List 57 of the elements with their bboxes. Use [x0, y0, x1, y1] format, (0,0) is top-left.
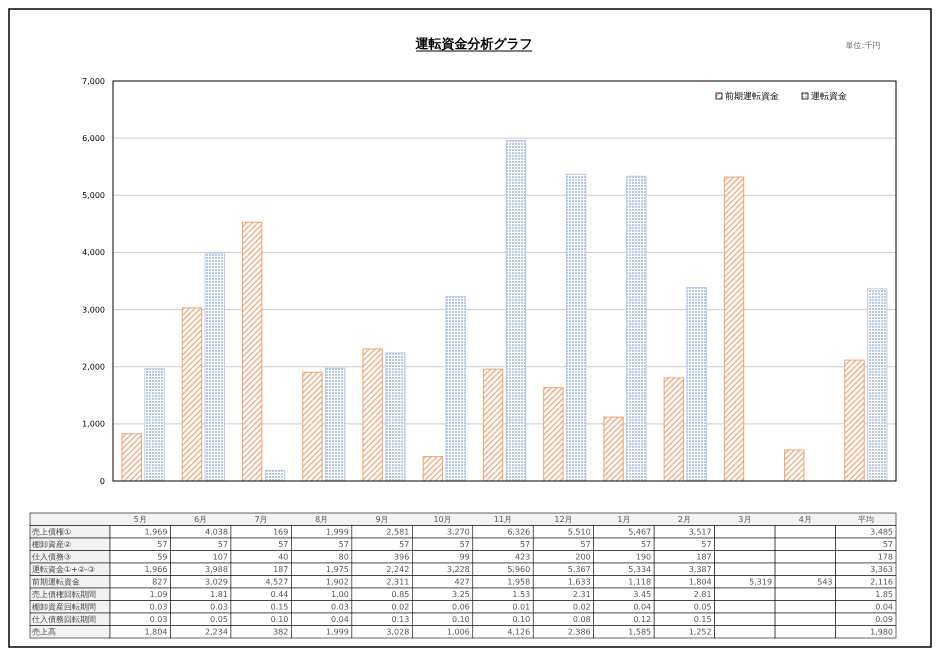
x-tick-label: 1月 — [617, 515, 630, 524]
text: 売上債権① 1,969 4,038 169 1,999 2,581 3,270 6,326 5,510 5,467 3,517 3,485 — [32, 528, 893, 537]
text: 棚卸資産② 57 57 57 57 57 57 57 57 57 57 57 — [32, 540, 893, 550]
x-tick-label: 9月 — [376, 515, 389, 524]
bar — [422, 456, 444, 482]
text: 運転資金①+②-③ 1,966 3,988 187 1,975 2,242 3,228 5,960 5,367 5,334 3,387 3,363 — [32, 565, 893, 574]
y-tick-label: 7,000 — [82, 76, 105, 86]
chart-title: 運転資金分析グラフ — [414, 37, 532, 52]
bar — [182, 307, 202, 482]
x-tick-label: 3月 — [738, 515, 752, 524]
x-tick-label: 6月 — [194, 515, 208, 524]
bar — [724, 176, 744, 482]
bar — [664, 377, 684, 482]
bar — [506, 140, 526, 482]
bar — [302, 372, 323, 482]
x-tick-label: 7月 — [254, 515, 268, 524]
bar — [844, 360, 865, 482]
text: 売上債権回転期間 1.09 1.81 0.44 1.00 0.85 3.25 1.53 2.31 3.45 2.81 1.85 — [32, 590, 893, 600]
x-tick-label: 2月 — [678, 515, 691, 524]
text: 仕入債務③ 59 107 40 80 396 99 423 200 190 187 178 — [32, 552, 893, 562]
bar — [325, 368, 346, 482]
x-tick-label: 10月 — [433, 515, 452, 524]
text: 単位:千円 — [846, 41, 880, 50]
bar — [242, 222, 262, 482]
y-tick-label: 5,000 — [82, 191, 105, 200]
bar — [543, 387, 564, 482]
y-tick-label: 6,000 — [82, 134, 105, 143]
bar — [445, 296, 466, 482]
x-tick-label: 8月 — [315, 515, 328, 524]
y-tick-label: 2,000 — [82, 362, 105, 372]
bar — [204, 252, 225, 482]
legend-label: 運転資金 — [811, 91, 847, 102]
x-tick-label: 4月 — [798, 515, 812, 524]
x-tick-label: 5月 — [134, 515, 147, 524]
bar — [784, 449, 804, 482]
bar — [482, 368, 504, 482]
x-tick-label: 11月 — [494, 515, 512, 524]
text: 売上高 1,804 2,234 382 1,999 3,028 1,006 4,126 2,386 1,585 1,252 1,980 — [32, 628, 893, 637]
bar — [686, 286, 707, 482]
bar — [122, 433, 142, 482]
y-tick-label: 0 — [100, 476, 105, 486]
bar — [603, 416, 624, 482]
bar — [626, 176, 647, 482]
y-tick-label: 4,000 — [82, 248, 105, 258]
bar — [144, 368, 165, 482]
x-tick-label: 12月 — [554, 515, 573, 524]
y-tick-label: 1,000 — [82, 420, 105, 429]
bar — [566, 174, 586, 482]
bar — [867, 288, 888, 482]
text: 前期運転資金 827 3,029 4,527 1,902 2,311 427 1,958 1,633 1,118 1,804 5,319 543 2,116 — [32, 578, 893, 587]
y-tick-label: 3,000 — [82, 305, 105, 314]
text: 仕入債務回転期間 0.03 0.05 0.10 0.04 0.13 0.10 0.10 0.08 0.12 0.15 0.09 — [32, 615, 893, 624]
bar — [385, 352, 406, 482]
text: 棚卸資産回転期間 0.03 0.03 0.15 0.03 0.02 0.06 0.01 0.02 0.04 0.05 0.04 — [32, 602, 893, 612]
bar — [362, 348, 383, 482]
legend-label: 前期運転資金 — [725, 91, 779, 102]
x-tick-label: 平均 — [858, 515, 874, 524]
